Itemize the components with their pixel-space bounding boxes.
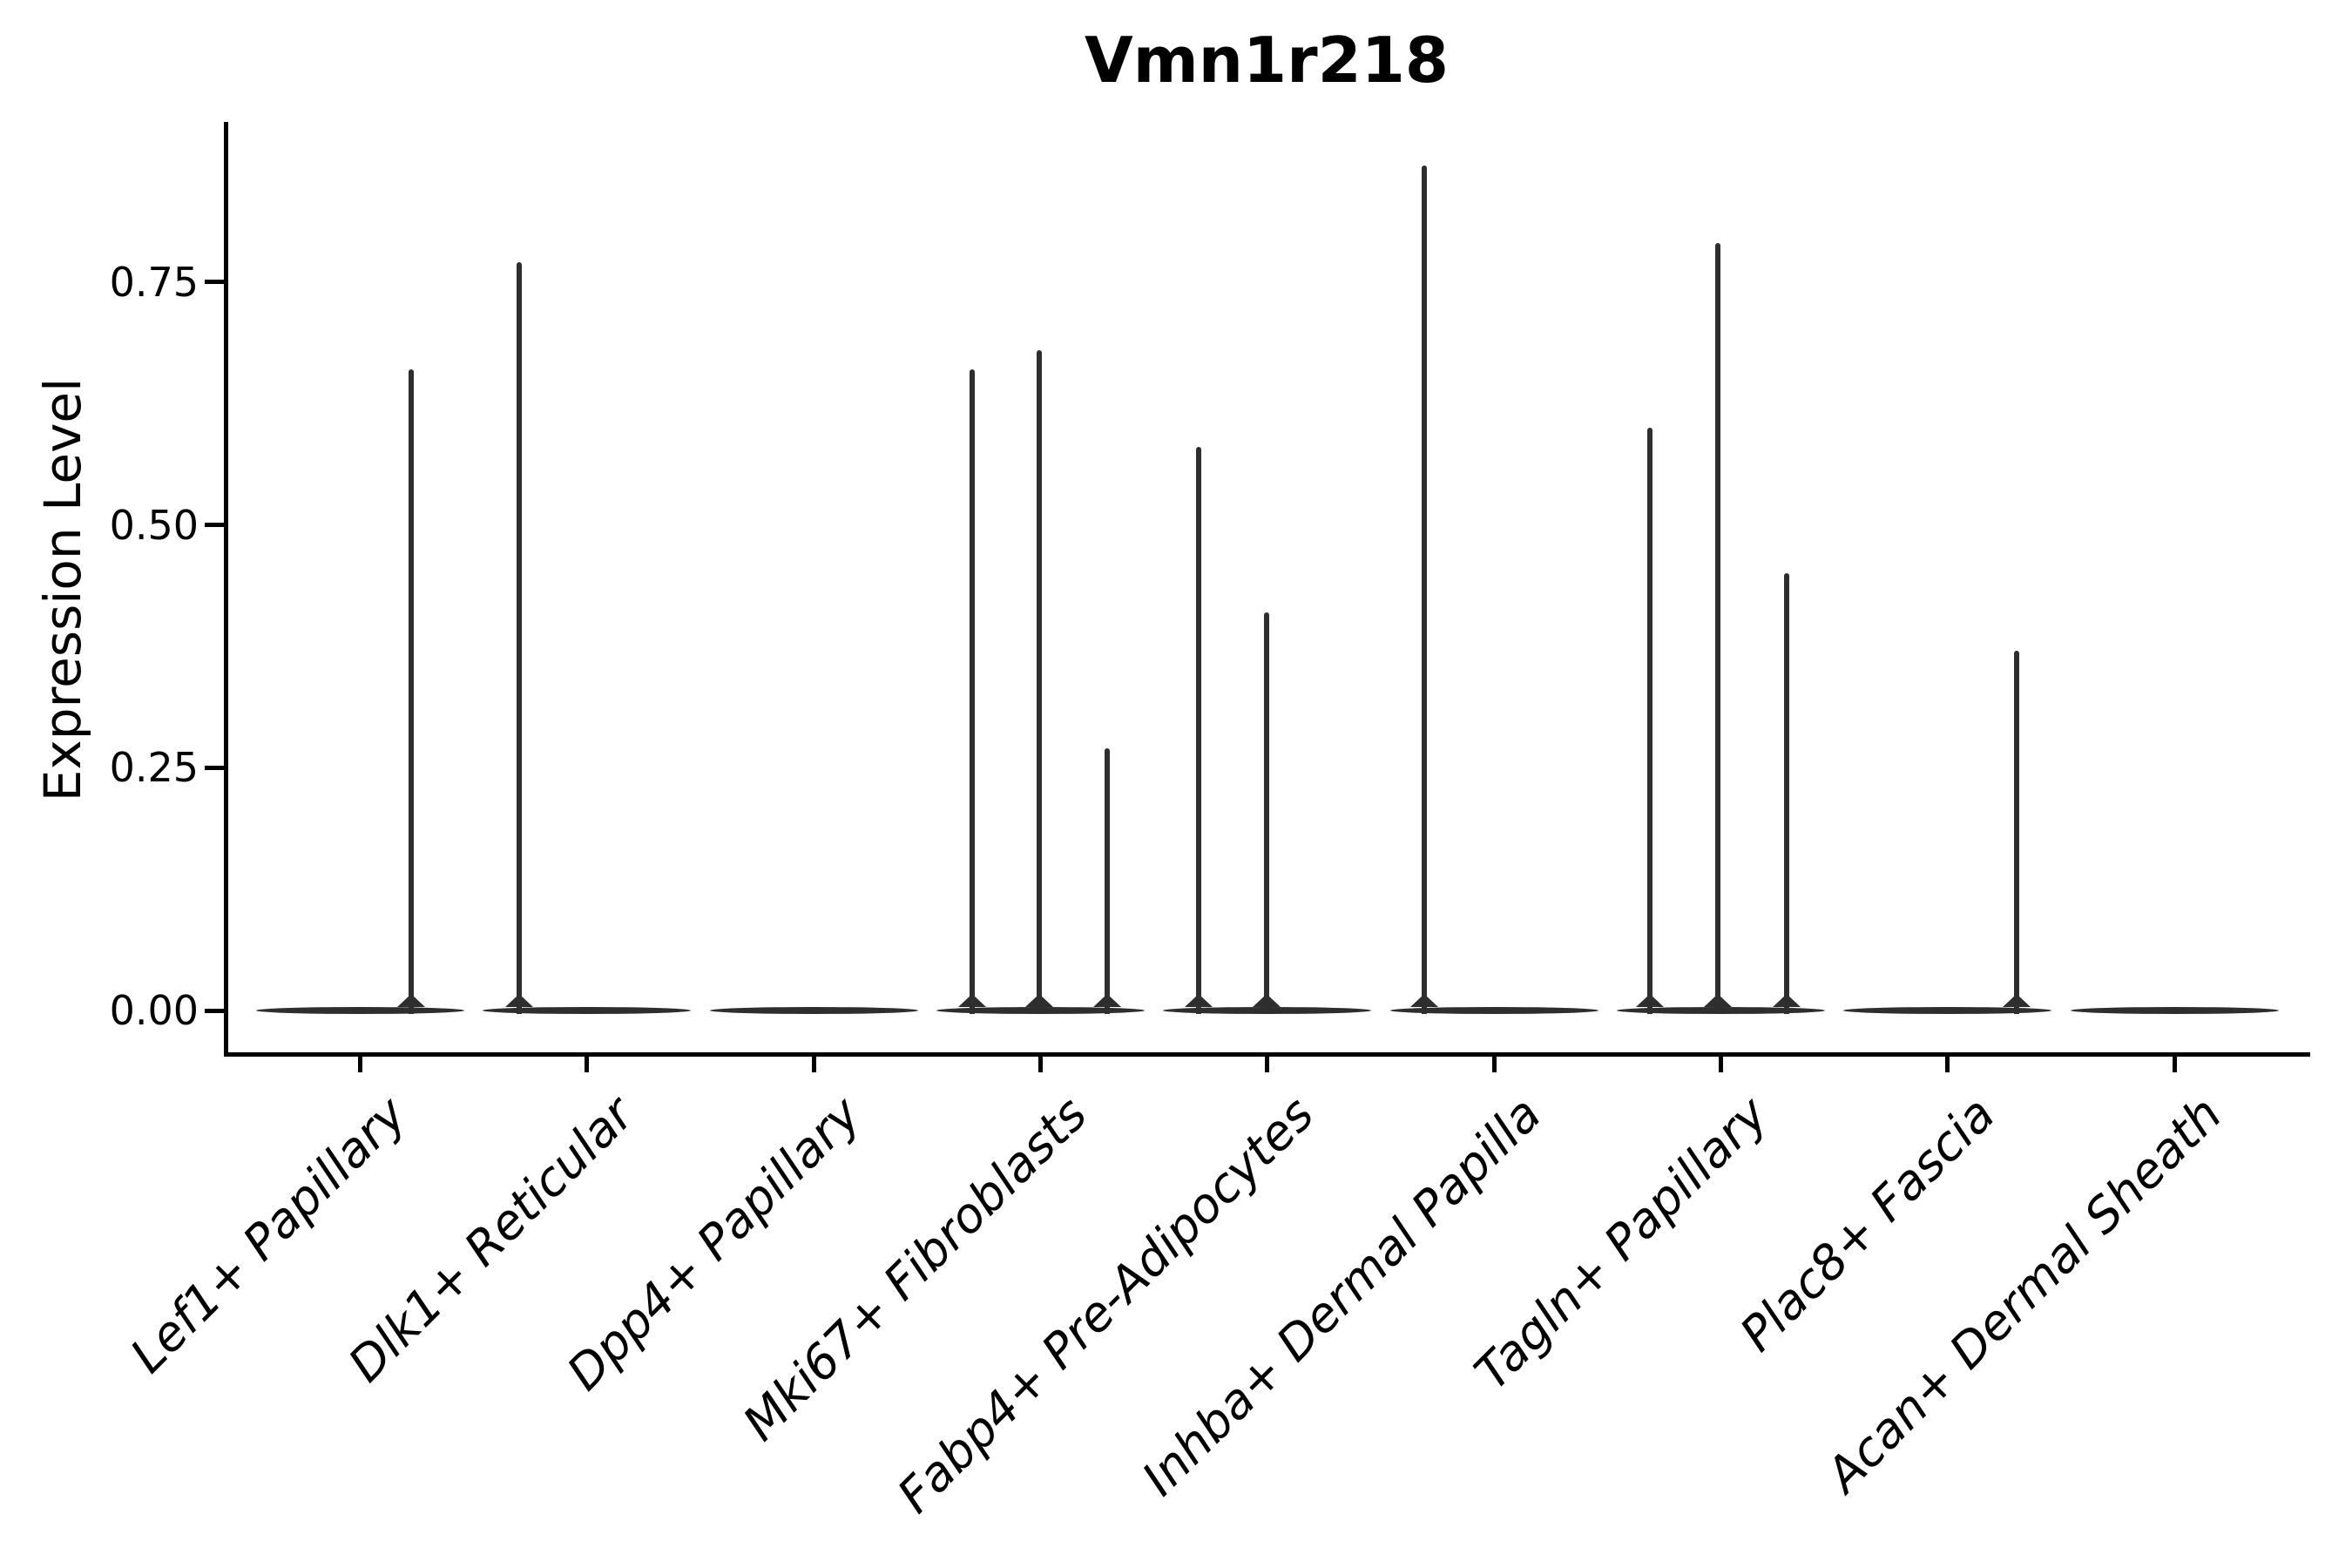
violin-spike bbox=[516, 262, 522, 1014]
violin-spike bbox=[1647, 428, 1653, 1014]
x-tick-mark bbox=[811, 1057, 816, 1072]
violin-spike bbox=[1195, 447, 1201, 1014]
violin-spike bbox=[1105, 747, 1111, 1014]
y-tick-label: 0.50 bbox=[109, 501, 199, 549]
y-axis-spine bbox=[224, 122, 228, 1057]
violin-spike bbox=[1037, 349, 1043, 1014]
violin-baseline bbox=[2070, 1007, 2279, 1014]
x-tick-mark bbox=[1945, 1057, 1950, 1072]
violin-spike bbox=[409, 369, 415, 1014]
x-tick-mark bbox=[585, 1057, 590, 1072]
x-tick-mark bbox=[357, 1057, 362, 1072]
y-tick-mark bbox=[205, 765, 224, 770]
chart-title: Vmn1r218 bbox=[1085, 24, 1449, 97]
violin-baseline bbox=[1389, 1007, 1598, 1014]
violin-spike bbox=[1422, 165, 1428, 1014]
violin-baseline bbox=[255, 1007, 464, 1014]
y-tick-mark bbox=[205, 523, 224, 527]
violin-baseline bbox=[1616, 1007, 1825, 1014]
violin-baseline bbox=[483, 1007, 692, 1014]
x-tick-mark bbox=[1491, 1057, 1497, 1072]
x-tick-mark bbox=[2172, 1057, 2177, 1072]
x-tick-mark bbox=[1037, 1057, 1043, 1072]
y-tick-label: 0.00 bbox=[109, 987, 199, 1034]
violin-spike bbox=[1715, 243, 1721, 1014]
violin-spike bbox=[1263, 612, 1269, 1014]
y-tick-mark bbox=[205, 1008, 224, 1013]
x-tick-label: Fabp4+ Pre-Adipocytes bbox=[887, 1085, 1325, 1524]
violin-spike bbox=[2013, 651, 2019, 1014]
x-tick-label: Inhba+ Dermal Papilla bbox=[1131, 1085, 1551, 1507]
x-tick-label: Acan+ Dermal Sheath bbox=[1815, 1085, 2232, 1503]
violin-spike bbox=[1784, 573, 1790, 1014]
y-tick-label: 0.25 bbox=[109, 744, 199, 792]
violin-spike bbox=[970, 369, 976, 1014]
y-tick-label: 0.75 bbox=[109, 258, 199, 306]
violin-baseline bbox=[709, 1007, 918, 1014]
y-axis-label: Expression Level bbox=[33, 377, 92, 802]
y-tick-mark bbox=[205, 280, 224, 285]
x-axis-spine bbox=[224, 1052, 2310, 1057]
x-tick-mark bbox=[1265, 1057, 1270, 1072]
x-tick-mark bbox=[1718, 1057, 1723, 1072]
violin-baseline bbox=[1843, 1007, 2052, 1014]
